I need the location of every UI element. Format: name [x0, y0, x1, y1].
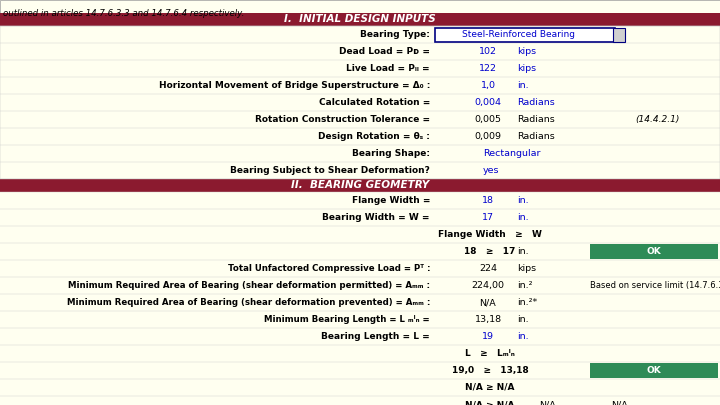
Text: Radians: Radians [517, 98, 554, 107]
Text: Bearing Subject to Shear Deformation?: Bearing Subject to Shear Deformation? [230, 166, 430, 175]
Bar [613, 28, 625, 41]
Text: L   ≥   Lₘᴵₙ: L ≥ Lₘᴵₙ [465, 349, 515, 358]
Text: Flange Width =: Flange Width = [351, 196, 430, 205]
Text: I.  INITIAL DESIGN INPUTS: I. INITIAL DESIGN INPUTS [284, 15, 436, 24]
Text: Based on service limit (14.7.6.3.2): Based on service limit (14.7.6.3.2) [590, 281, 720, 290]
Text: II.  BEARING GEOMETRY: II. BEARING GEOMETRY [291, 181, 429, 190]
Text: N/A ≥ N/A: N/A ≥ N/A [465, 383, 515, 392]
Text: Calculated Rotation =: Calculated Rotation = [319, 98, 430, 107]
Text: Dead Load = Pᴅ =: Dead Load = Pᴅ = [339, 47, 430, 56]
Text: Bearing Shape:: Bearing Shape: [352, 149, 430, 158]
Text: 18: 18 [482, 196, 494, 205]
Text: Live Load = Pₗₗ =: Live Load = Pₗₗ = [346, 64, 430, 73]
Text: 13,18: 13,18 [474, 315, 502, 324]
Text: OK: OK [647, 366, 662, 375]
Text: 122: 122 [479, 64, 497, 73]
Text: in.: in. [517, 81, 528, 90]
Text: Bearing Width = W =: Bearing Width = W = [323, 213, 430, 222]
Text: in.: in. [517, 315, 528, 324]
Text: in.: in. [517, 247, 528, 256]
Text: 19,0   ≥   13,18: 19,0 ≥ 13,18 [451, 366, 528, 375]
Text: 0,004: 0,004 [474, 98, 502, 107]
Text: 18   ≥   17: 18 ≥ 17 [464, 247, 516, 256]
Text: kips: kips [517, 47, 536, 56]
Text: Horizontal Movement of Bridge Superstructure = Δ₀ :: Horizontal Movement of Bridge Superstruc… [158, 81, 430, 90]
Text: OK: OK [647, 247, 662, 256]
Text: 0,009: 0,009 [474, 132, 502, 141]
Text: ▼: ▼ [616, 32, 621, 37]
Bar [590, 244, 718, 259]
Bar [435, 28, 615, 41]
Text: Minimum Required Area of Bearing (shear deformation permitted) = Aₘₘ :: Minimum Required Area of Bearing (shear … [68, 281, 430, 290]
Text: Minimum Bearing Length = L ₘᴵₙ =: Minimum Bearing Length = L ₘᴵₙ = [264, 315, 430, 324]
Text: in.: in. [517, 213, 528, 222]
Text: 17: 17 [482, 213, 494, 222]
Text: in.²*: in.²* [517, 298, 537, 307]
Text: N/A ≥ N/A: N/A ≥ N/A [465, 400, 515, 405]
Bar [0, 26, 720, 179]
Text: kips: kips [517, 264, 536, 273]
Text: (14.4.2.1): (14.4.2.1) [635, 115, 680, 124]
Text: N/A: N/A [611, 400, 629, 405]
Text: in.: in. [517, 332, 528, 341]
Text: 224: 224 [479, 264, 497, 273]
Text: N/A: N/A [480, 298, 496, 307]
Text: in.: in. [517, 196, 528, 205]
Text: Total Unfactored Compressive Load = Pᵀ :: Total Unfactored Compressive Load = Pᵀ : [228, 264, 430, 273]
Text: Radians: Radians [517, 115, 554, 124]
Bar [0, 179, 720, 192]
Text: 1,0: 1,0 [480, 81, 495, 90]
Bar [590, 363, 718, 378]
Text: kips: kips [517, 64, 536, 73]
Bar [0, 0, 720, 13]
Text: 224,00: 224,00 [472, 281, 505, 290]
Text: 19: 19 [482, 332, 494, 341]
Text: N/A: N/A [539, 400, 555, 405]
Bar [0, 13, 720, 26]
Text: yes: yes [483, 166, 500, 175]
Text: 102: 102 [479, 47, 497, 56]
Text: Minimum Required Area of Bearing (shear deformation prevented) = Aₘₘ :: Minimum Required Area of Bearing (shear … [67, 298, 430, 307]
Text: Bearing Type:: Bearing Type: [360, 30, 430, 39]
Text: Rectangular: Rectangular [483, 149, 541, 158]
Text: outlined in articles 14.7.6.3.3 and 14.7.6.4 respectively.: outlined in articles 14.7.6.3.3 and 14.7… [3, 9, 244, 18]
Text: Rotation Construction Tolerance =: Rotation Construction Tolerance = [255, 115, 430, 124]
Text: Steel-Reinforced Bearing: Steel-Reinforced Bearing [462, 30, 575, 39]
Text: Design Rotation = θₛ :: Design Rotation = θₛ : [318, 132, 430, 141]
Text: 0,005: 0,005 [474, 115, 502, 124]
Text: Bearing Length = L =: Bearing Length = L = [321, 332, 430, 341]
Text: Flange Width   ≥   W: Flange Width ≥ W [438, 230, 542, 239]
Text: in.²: in.² [517, 281, 533, 290]
Text: Radians: Radians [517, 132, 554, 141]
Bar [0, 192, 720, 405]
